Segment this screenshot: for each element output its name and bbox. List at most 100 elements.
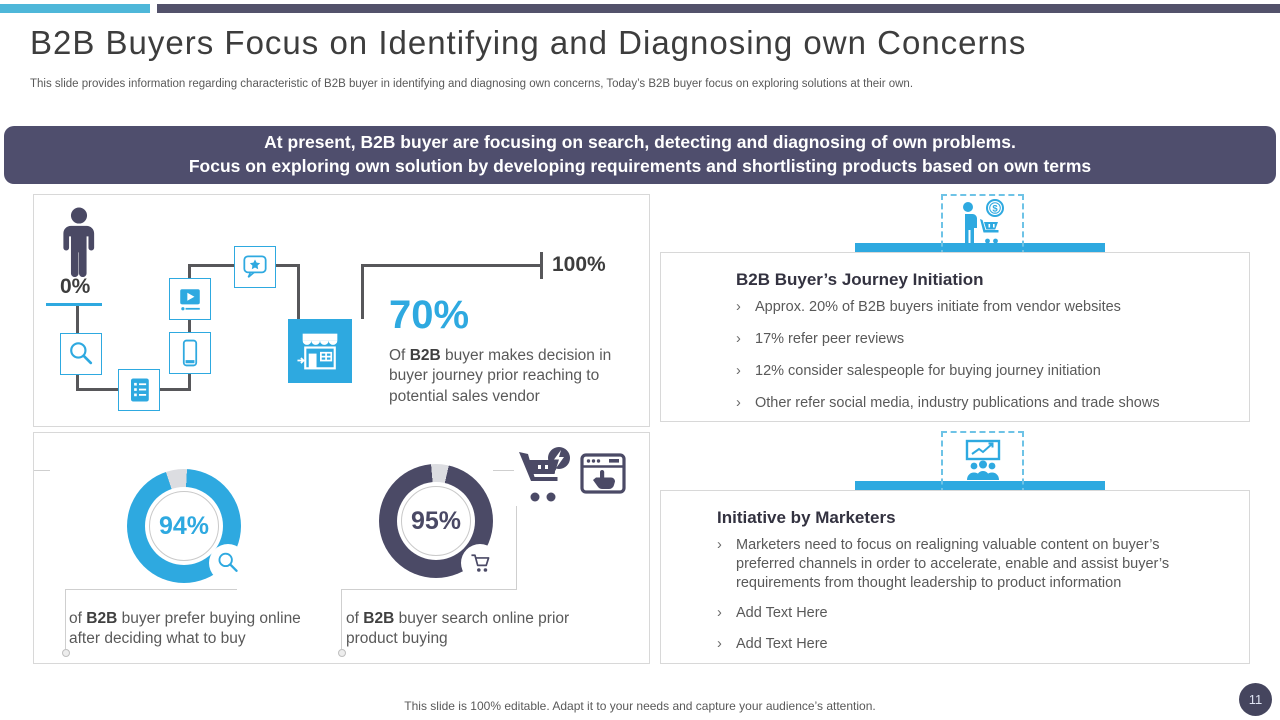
- journey-line: [188, 318, 191, 332]
- chevron-bullet-icon: ›: [736, 299, 741, 315]
- chevron-bullet-icon: ›: [736, 362, 741, 379]
- chevron-bullet-icon: ›: [736, 330, 741, 347]
- bullet-item: › Other refer social media, industry pub…: [736, 394, 1231, 413]
- initiative-by-marketers-panel: Initiative by Marketers › Marketers need…: [660, 490, 1250, 664]
- smartphone-icon: [182, 339, 198, 367]
- donut-value-94: 94%: [149, 491, 219, 561]
- online-buying-stats-box: 94% 95%: [33, 432, 650, 664]
- bullet-item: › 12% consider salespeople for buying jo…: [736, 362, 1231, 381]
- journey-line: [188, 264, 191, 278]
- caption-bold: B2B: [86, 610, 118, 627]
- journey-line: [361, 264, 364, 319]
- donut-chart-94: 94%: [127, 469, 241, 583]
- chevron-bullet-icon: ›: [717, 636, 722, 653]
- buyer-journey-initiation-panel: B2B Buyer’s Journey Initiation › Approx.…: [660, 252, 1250, 422]
- connector-line: [65, 589, 66, 649]
- marketers-board-icon: [965, 439, 1000, 480]
- search-icon: [70, 342, 93, 365]
- bullet-item: › Approx. 20% of B2B buyers initiate fro…: [736, 298, 1231, 317]
- connector-line: [341, 589, 342, 649]
- connector-line: [493, 470, 514, 471]
- journey-line: [188, 372, 191, 391]
- caption-prefix: of: [346, 610, 359, 627]
- journey-start-label: 0%: [60, 275, 91, 298]
- connector-line: [341, 589, 517, 590]
- chevron-bullet-icon: ›: [717, 604, 722, 621]
- key-message-banner: At present, B2B buyer are focusing on se…: [4, 126, 1276, 184]
- journey-end-tick: [540, 252, 543, 279]
- store-icon: [297, 333, 338, 370]
- section-accent-bar: [855, 243, 1105, 252]
- journey-line: [361, 264, 543, 267]
- journey-line: [76, 306, 79, 333]
- caption-rest: buyer search online prior product buying: [346, 610, 570, 648]
- journey-step-review: [234, 246, 276, 288]
- buyer-journey-box: 0% 100%: [33, 194, 650, 427]
- banner-line-2: Focus on exploring own solution by devel…: [188, 156, 1092, 176]
- journey-step-checklist: [118, 369, 160, 411]
- browser-click-icon: [580, 453, 626, 494]
- connector-dot: [62, 649, 70, 657]
- donut-caption-94: of B2B buyer prefer buying online after …: [69, 609, 321, 649]
- journey-step-search: [60, 333, 102, 375]
- search-icon: [218, 552, 238, 572]
- stat-prefix: Of: [389, 347, 406, 364]
- journey-line: [76, 373, 79, 391]
- top-bar-accent: [0, 4, 150, 13]
- journey-line: [76, 388, 120, 391]
- bullet-text: Add Text Here: [736, 636, 828, 653]
- connector-line: [34, 470, 50, 471]
- bullet-item: › 17% refer peer reviews: [736, 330, 1231, 349]
- buyer-cart-dollar-icon: $: [962, 199, 1004, 244]
- cart-badge: [461, 544, 499, 582]
- search-badge: [209, 544, 247, 582]
- bullet-text: Add Text Here: [736, 604, 828, 621]
- caption-rest: buyer prefer buying online after decidin…: [69, 610, 301, 648]
- bullet-item: › Add Text Here: [717, 635, 1217, 654]
- cart-icon: [471, 554, 490, 572]
- chevron-bullet-icon: ›: [717, 537, 722, 553]
- stat-bold: B2B: [409, 347, 441, 364]
- connector-dot: [338, 649, 346, 657]
- page-title: B2B Buyers Focus on Identifying and Diag…: [30, 24, 1027, 61]
- bullet-text: Marketers need to focus on realigning va…: [736, 537, 1170, 591]
- journey-stat-text: Of B2B buyer makes decision in buyer jou…: [389, 346, 627, 407]
- journey-step-mobile: [169, 332, 211, 374]
- journey-stat-value: 70%: [389, 293, 470, 337]
- journey-end-label: 100%: [552, 253, 606, 276]
- section-accent-bar: [855, 481, 1105, 490]
- bullet-text: Other refer social media, industry publi…: [755, 394, 1160, 411]
- connector-line: [516, 506, 517, 589]
- buyer-journey-icon-box: $: [941, 194, 1024, 256]
- bullet-text: 12% consider salespeople for buying jour…: [755, 362, 1101, 379]
- stat-rest: buyer makes decision in buyer journey pr…: [389, 347, 612, 405]
- marketers-icon-box: [941, 431, 1024, 494]
- chevron-bullet-icon: ›: [736, 394, 741, 411]
- panel-title: B2B Buyer’s Journey Initiation: [736, 270, 984, 289]
- banner-line-1: At present, B2B buyer are focusing on se…: [264, 132, 1016, 153]
- donut-chart-95: 95%: [379, 464, 493, 578]
- person-icon: [63, 207, 95, 277]
- journey-line: [297, 264, 300, 319]
- caption-bold: B2B: [363, 610, 395, 627]
- panel-title: Initiative by Marketers: [717, 508, 896, 527]
- donut-value-95: 95%: [401, 486, 471, 556]
- review-chat-icon: [243, 255, 267, 278]
- top-bar-dark: [157, 4, 1280, 13]
- journey-start-underline: [46, 303, 102, 306]
- footer-note: This slide is 100% editable. Adapt it to…: [404, 699, 876, 713]
- checklist-icon: [131, 378, 149, 402]
- bullet-text: Approx. 20% of B2B buyers initiate from …: [755, 299, 1121, 315]
- caption-prefix: of: [69, 610, 82, 627]
- bullet-item: › Add Text Here: [717, 604, 1217, 623]
- page-number-badge: 11: [1239, 683, 1272, 716]
- donut-caption-95: of B2B buyer search online prior product…: [346, 609, 581, 649]
- journey-line: [158, 388, 191, 391]
- bullet-text: 17% refer peer reviews: [755, 330, 905, 347]
- journey-step-store: [288, 319, 352, 383]
- cart-bulb-icon: [519, 447, 570, 502]
- journey-step-video: [169, 278, 211, 320]
- bullet-item: › Marketers need to focus on realigning …: [717, 536, 1217, 593]
- video-icon: [180, 289, 200, 311]
